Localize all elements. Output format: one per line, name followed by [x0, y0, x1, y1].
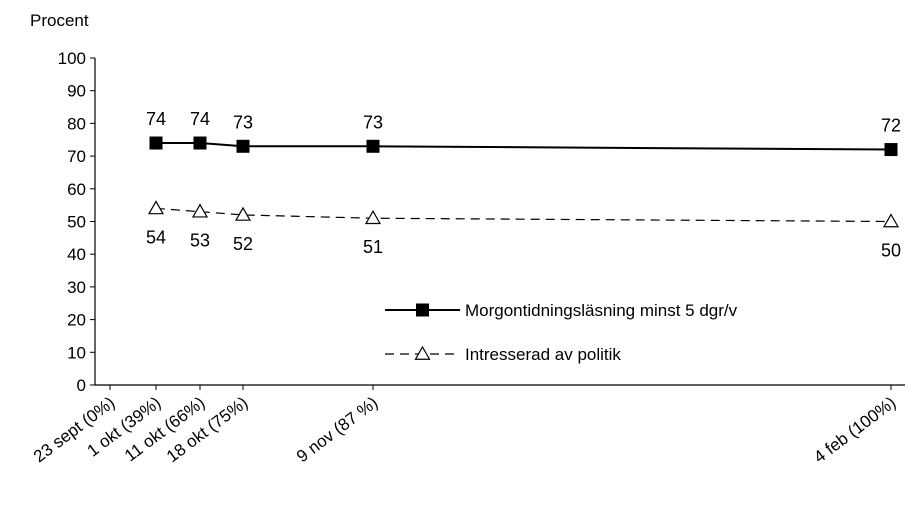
legend-label: Morgontidningsläsning minst 5 dgr/v	[465, 301, 738, 320]
data-point	[366, 139, 380, 153]
data-point	[147, 200, 165, 215]
data-label: 72	[881, 116, 901, 136]
data-point	[882, 213, 900, 228]
y-tick-label: 100	[58, 49, 86, 68]
data-label: 73	[363, 112, 383, 132]
data-point	[149, 136, 163, 150]
series-line	[156, 142, 892, 151]
x-tick-label: 4 feb (100%)	[810, 393, 899, 467]
series-morgontidning: 74 74 73 73 72	[146, 109, 901, 157]
data-point	[193, 136, 207, 150]
series-politik: 54 53 52 51 50	[146, 200, 901, 261]
y-tick-label: 0	[77, 376, 86, 395]
y-tick-label: 80	[67, 114, 86, 133]
y-ticks: 0 10 20 30 40 50 60 70 80 90 100	[58, 49, 95, 395]
y-tick-label: 30	[67, 278, 86, 297]
legend: Morgontidningsläsning minst 5 dgr/v Intre…	[385, 301, 738, 364]
data-label: 74	[146, 109, 166, 129]
axes	[94, 58, 905, 386]
data-label: 54	[146, 227, 166, 247]
legend-marker	[416, 303, 429, 317]
y-tick-label: 70	[67, 147, 86, 166]
data-label: 52	[233, 234, 253, 254]
data-label: 53	[190, 231, 210, 251]
y-tick-label: 50	[67, 213, 86, 232]
data-label: 73	[233, 112, 253, 132]
legend-marker	[414, 345, 431, 360]
y-axis-title: Procent	[30, 11, 89, 30]
legend-label: Intresserad av politik	[465, 345, 621, 364]
series-line	[155, 207, 892, 223]
y-tick-label: 10	[67, 343, 86, 362]
data-point	[236, 139, 250, 153]
series-layer: 74 74 73 73 72 54 53 52 51 50	[146, 109, 901, 260]
data-point	[191, 203, 209, 218]
data-point	[364, 210, 382, 225]
y-tick-label: 60	[67, 180, 86, 199]
data-label: 50	[881, 241, 901, 261]
x-ticks: 23 sept (0%)1 okt (39%)11 okt (66%)18 ok…	[30, 385, 899, 467]
data-label: 74	[190, 109, 210, 129]
y-tick-label: 20	[67, 311, 86, 330]
data-label: 51	[363, 237, 383, 257]
x-tick-label: 9 nov (87 %)	[293, 393, 381, 466]
y-tick-label: 90	[67, 82, 86, 101]
data-point	[884, 143, 898, 157]
y-tick-label: 40	[67, 245, 86, 264]
data-point	[234, 206, 252, 221]
